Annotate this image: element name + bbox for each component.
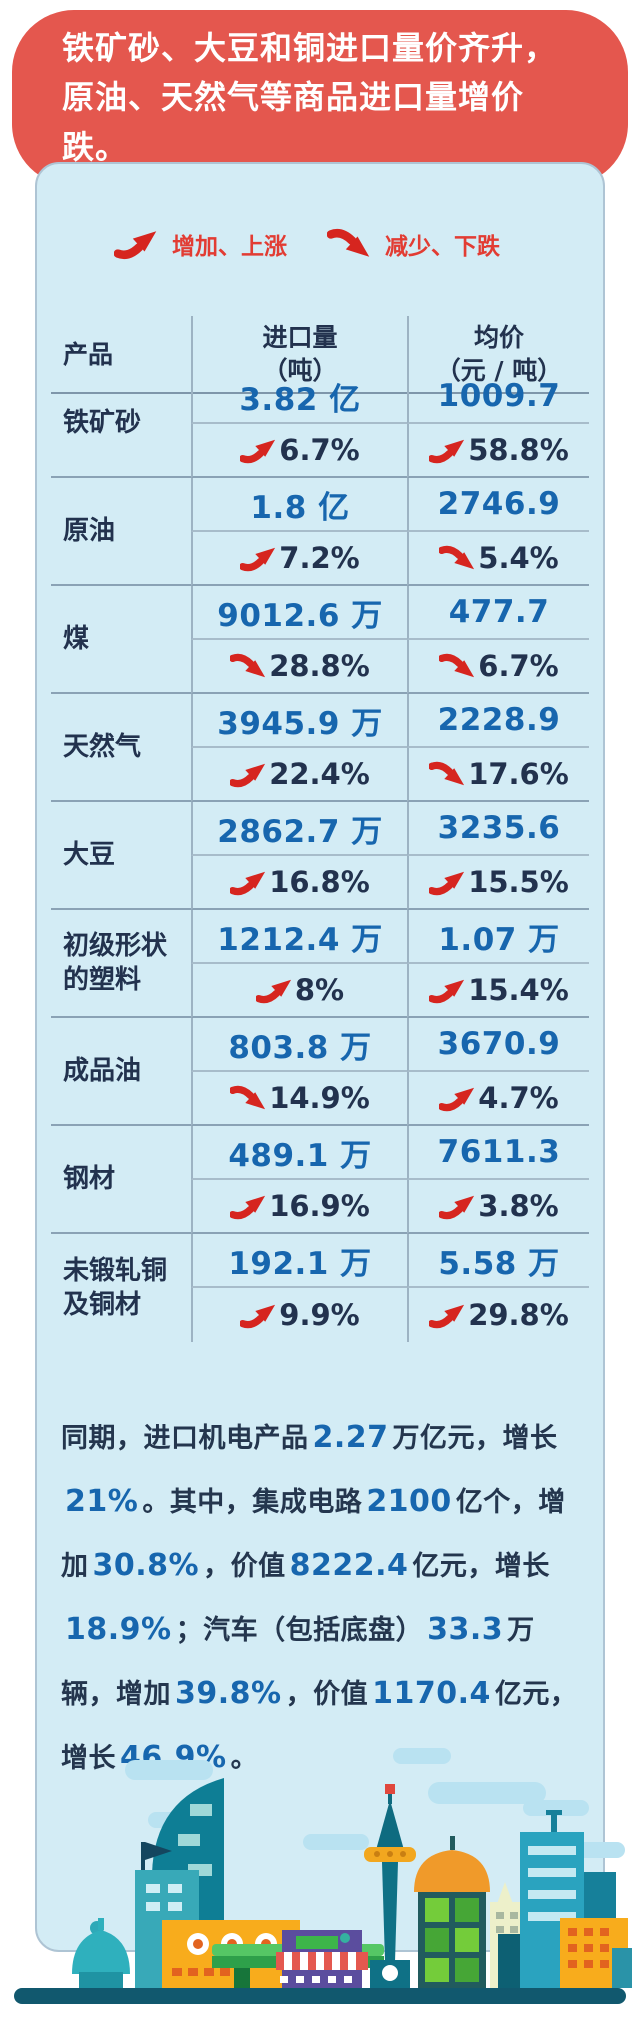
summary-paragraph: 同期，进口机电产品 2.27 万亿元，增长21% 。其中，集成电路 2100 亿个，增加 3… bbox=[61, 1420, 578, 1775]
avg-price-value: 3670.9 bbox=[407, 1018, 589, 1072]
trend-arrow-icon bbox=[429, 1302, 465, 1329]
trend-arrow-icon bbox=[230, 869, 266, 896]
import-volume-value: 1212.4 万 bbox=[191, 910, 407, 964]
up-arrow-icon bbox=[230, 763, 266, 787]
trend-arrow-icon bbox=[439, 653, 475, 680]
trend-arrow-icon bbox=[429, 437, 465, 464]
volume-change: 16.8% bbox=[191, 856, 407, 910]
trend-arrow-icon bbox=[439, 1085, 475, 1112]
legend-down-arrow-icon bbox=[327, 228, 371, 260]
volume-change: 16.9% bbox=[191, 1180, 407, 1234]
import-volume-value: 192.1 万 bbox=[191, 1234, 407, 1288]
up-arrow-icon bbox=[255, 979, 291, 1003]
col-header-price: 均价 （元 / 吨） bbox=[407, 316, 589, 394]
volume-change: 6.7% bbox=[191, 424, 407, 478]
avg-price-value: 2228.9 bbox=[407, 694, 589, 748]
price-change: 4.7% bbox=[407, 1072, 589, 1126]
import-volume-value: 489.1 万 bbox=[191, 1126, 407, 1180]
up-arrow-icon bbox=[439, 1087, 475, 1111]
up-arrow-icon bbox=[429, 871, 465, 895]
down-arrow-icon bbox=[439, 545, 475, 569]
trend-arrow-icon bbox=[255, 977, 292, 1004]
volume-change: 7.2% bbox=[191, 532, 407, 586]
up-arrow-icon bbox=[429, 439, 465, 463]
product-name: 天然气 bbox=[51, 694, 191, 802]
avg-price-value: 477.7 bbox=[407, 586, 589, 640]
trend-arrow-icon bbox=[230, 761, 266, 788]
up-arrow-icon bbox=[114, 231, 157, 260]
product-name: 大豆 bbox=[51, 802, 191, 910]
up-arrow-icon bbox=[439, 1195, 475, 1219]
trend-arrow-icon bbox=[230, 653, 266, 680]
avg-price-value: 2746.9 bbox=[407, 478, 589, 532]
trend-arrow-icon bbox=[240, 1302, 276, 1329]
import-volume-value: 3.82 亿 bbox=[191, 370, 407, 424]
content-panel: 增加、上涨 减少、下跌 产品 进口量 （吨） 均价 （元 / 吨） 铁矿砂 3.8… bbox=[35, 162, 605, 1952]
volume-change: 22.4% bbox=[191, 748, 407, 802]
volume-change: 28.8% bbox=[191, 640, 407, 694]
avg-price-value: 7611.3 bbox=[407, 1126, 589, 1180]
product-name: 未锻轧铜及铜材 bbox=[63, 1256, 168, 1320]
product-name: 铁矿砂 bbox=[51, 370, 191, 478]
import-volume-value: 9012.6 万 bbox=[191, 586, 407, 640]
import-volume-value: 1.8 亿 bbox=[191, 478, 407, 532]
commodity-table: 产品 进口量 （吨） 均价 （元 / 吨） 铁矿砂 3.82 亿 1009.7 6.… bbox=[51, 316, 589, 1342]
product-name: 煤 bbox=[51, 586, 191, 694]
trend-arrow-icon bbox=[240, 437, 276, 464]
up-arrow-icon bbox=[240, 1304, 276, 1328]
price-change: 5.4% bbox=[407, 532, 589, 586]
up-arrow-icon bbox=[230, 871, 266, 895]
product-name: 钢材 bbox=[51, 1126, 191, 1234]
legend-up-label: 增加、上涨 bbox=[172, 234, 287, 260]
product-name: 原油 bbox=[51, 478, 191, 586]
trend-arrow-icon bbox=[240, 545, 276, 572]
product-name: 成品油 bbox=[51, 1018, 191, 1126]
volume-change: 9.9% bbox=[191, 1288, 407, 1342]
trend-arrow-icon bbox=[230, 1193, 266, 1220]
down-arrow-icon bbox=[230, 653, 266, 677]
up-arrow-icon bbox=[429, 979, 465, 1003]
volume-change: 14.9% bbox=[191, 1072, 407, 1126]
import-volume-value: 803.8 万 bbox=[191, 1018, 407, 1072]
down-arrow-icon bbox=[230, 1085, 266, 1109]
avg-price-value: 1009.7 bbox=[407, 370, 589, 424]
col-header-volume: 进口量 （吨） bbox=[191, 316, 407, 394]
price-change: 29.8% bbox=[407, 1288, 589, 1342]
avg-price-value: 3235.6 bbox=[407, 802, 589, 856]
legend: 增加、上涨 减少、下跌 bbox=[37, 226, 603, 262]
trend-arrow-icon bbox=[439, 545, 475, 572]
price-change: 15.5% bbox=[407, 856, 589, 910]
price-change: 6.7% bbox=[407, 640, 589, 694]
import-volume-value: 2862.7 万 bbox=[191, 802, 407, 856]
headline-banner: 铁矿砂、大豆和铜进口量价齐升，原油、天然气等商品进口量增价跌。 bbox=[12, 10, 628, 186]
up-arrow-icon bbox=[240, 439, 276, 463]
price-change: 58.8% bbox=[407, 424, 589, 478]
up-arrow-icon bbox=[230, 1195, 266, 1219]
import-volume-value: 3945.9 万 bbox=[191, 694, 407, 748]
legend-down-label: 减少、下跌 bbox=[385, 234, 500, 260]
avg-price-value: 5.58 万 bbox=[407, 1234, 589, 1288]
legend-up-arrow-icon bbox=[114, 228, 158, 260]
price-change: 17.6% bbox=[407, 748, 589, 802]
price-change: 3.8% bbox=[407, 1180, 589, 1234]
trend-arrow-icon bbox=[429, 761, 465, 788]
volume-change: 8% bbox=[191, 964, 407, 1018]
down-arrow-icon bbox=[439, 653, 475, 677]
trend-arrow-icon bbox=[439, 1193, 475, 1220]
product-name: 初级形状的塑料 bbox=[51, 910, 191, 1018]
trend-arrow-icon bbox=[429, 977, 465, 1004]
headline-text: 铁矿砂、大豆和铜进口量价齐升，原油、天然气等商品进口量增价跌。 bbox=[62, 28, 558, 166]
col-header-product: 产品 bbox=[51, 316, 191, 394]
down-arrow-icon bbox=[429, 761, 465, 785]
up-arrow-icon bbox=[240, 547, 276, 571]
down-arrow-icon bbox=[327, 228, 370, 257]
price-change: 15.4% bbox=[407, 964, 589, 1018]
city-skyline-illustration bbox=[14, 1748, 632, 2004]
up-arrow-icon bbox=[429, 1304, 465, 1328]
trend-arrow-icon bbox=[230, 1085, 266, 1112]
avg-price-value: 1.07 万 bbox=[407, 910, 589, 964]
trend-arrow-icon bbox=[429, 869, 465, 896]
